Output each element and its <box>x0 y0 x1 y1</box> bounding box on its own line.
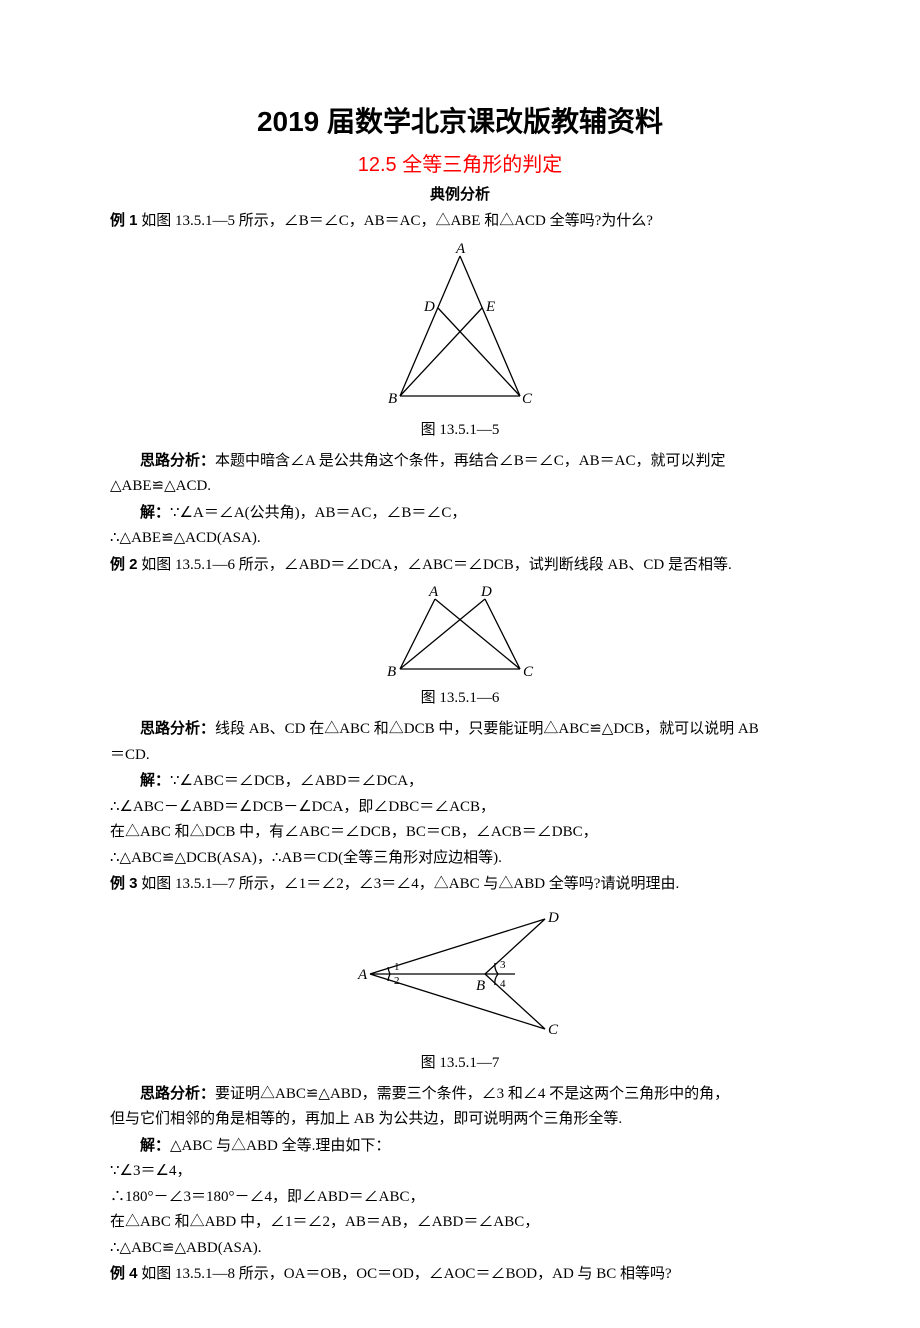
ex3-solve-line0: 解：△ABC 与△ABD 全等.理由如下： <box>110 1133 810 1160</box>
ex3-solve-3: 在△ABC 和△ABD 中，∠1＝∠2，AB＝AB，∠ABD＝∠ABC， <box>110 1210 810 1236</box>
ex2-analysis-cont: ＝CD. <box>110 743 810 769</box>
ex1-label: 例 1 <box>110 212 138 229</box>
ex1-caption: 图 13.5.1—5 <box>110 418 810 442</box>
ex3-analysis-text: 要证明△ABC≌△ABD，需要三个条件，∠3 和∠4 不是这两个三角形中的角， <box>215 1086 729 1102</box>
ex1-solve-line1: 解：∵∠A＝∠A(公共角)，AB＝AC，∠B＝∠C， <box>110 500 810 527</box>
label-C: C <box>522 391 533 407</box>
section-heading: 典例分析 <box>110 183 810 204</box>
ex1-analysis: 思路分析：本题中暗含∠A 是公共角这个条件，再结合∠B＝∠C，AB＝AC，就可以… <box>110 448 810 475</box>
label-B: B <box>388 391 397 407</box>
ex4-label: 例 4 <box>110 1265 138 1282</box>
label-1: 1 <box>394 961 400 973</box>
ex1-analysis-cont: △ABE≌△ACD. <box>110 474 810 500</box>
ex2-solve-4: ∴△ABC≌△DCB(ASA)，∴AB＝CD(全等三角形对应边相等). <box>110 846 810 872</box>
ex2-analysis-text: 线段 AB、CD 在△ABC 和△DCB 中，只要能证明△ABC≌△DCB，就可… <box>215 721 759 737</box>
ex3-prompt: 例 3 如图 13.5.1—7 所示，∠1＝∠2，∠3＝∠4，△ABC 与△AB… <box>110 871 810 898</box>
ex3-prompt-text: 如图 13.5.1—7 所示，∠1＝∠2，∠3＝∠4，△ABC 与△ABD 全等… <box>141 876 679 892</box>
ex2-prompt: 例 2 如图 13.5.1—6 所示，∠ABD＝∠DCA，∠ABC＝∠DCB，试… <box>110 552 810 579</box>
ex1-svg: A B C D E <box>370 241 550 411</box>
label-4: 4 <box>500 978 506 990</box>
ex1-solve-2: ∴△ABE≌△ACD(ASA). <box>110 526 810 552</box>
ex2-solve-3: 在△ABC 和△DCB 中，有∠ABC＝∠DCB，BC＝CB，∠ACB＝∠DBC… <box>110 820 810 846</box>
figure-13-5-1-7: A B D C 1 2 3 4 <box>110 904 810 1049</box>
ex3-analysis-cont: 但与它们相邻的角是相等的，再加上 AB 为公共边，即可说明两个三角形全等. <box>110 1107 810 1133</box>
ex3-solve-0: △ABC 与△ABD 全等.理由如下： <box>170 1138 390 1154</box>
ex3-solve-1: ∵∠3＝∠4， <box>110 1159 810 1185</box>
ex1-solve-label: 解： <box>140 504 170 521</box>
label-B2: B <box>387 664 396 679</box>
label-B3: B <box>476 978 485 994</box>
label-D3: D <box>547 910 559 926</box>
main-title: 2019 届数学北京课改版教辅资料 <box>110 100 810 140</box>
ex1-solve-1: ∵∠A＝∠A(公共角)，AB＝AC，∠B＝∠C， <box>170 505 466 521</box>
label-E: E <box>485 299 495 315</box>
ex2-prompt-text: 如图 13.5.1—6 所示，∠ABD＝∠DCA，∠ABC＝∠DCB，试判断线段… <box>141 557 731 573</box>
ex3-label: 例 3 <box>110 875 138 892</box>
label-C3: C <box>548 1022 559 1038</box>
ex1-prompt: 例 1 如图 13.5.1—5 所示，∠B＝∠C，AB＝AC，△ABE 和△AC… <box>110 208 810 235</box>
figure-13-5-1-6: A D B C <box>110 584 810 684</box>
sub-title: 12.5 全等三角形的判定 <box>110 148 810 177</box>
ex2-caption: 图 13.5.1—6 <box>110 686 810 710</box>
ex4-prompt-text: 如图 13.5.1—8 所示，OA＝OB，OC＝OD，∠AOC＝∠BOD，AD … <box>141 1266 671 1282</box>
ex1-prompt-text: 如图 13.5.1—5 所示，∠B＝∠C，AB＝AC，△ABE 和△ACD 全等… <box>141 213 653 229</box>
ex1-analysis-text: 本题中暗含∠A 是公共角这个条件，再结合∠B＝∠C，AB＝AC，就可以判定 <box>215 453 725 469</box>
label-D2: D <box>480 584 492 600</box>
ex2-analysis: 思路分析：线段 AB、CD 在△ABC 和△DCB 中，只要能证明△ABC≌△D… <box>110 716 810 743</box>
ex2-solve-2: ∴∠ABC－∠ABD＝∠DCB－∠DCA，即∠DBC＝∠ACB， <box>110 795 810 821</box>
ex3-solve-2: ∴180°－∠3＝180°－∠4，即∠ABD＝∠ABC， <box>110 1185 810 1211</box>
ex2-solve-line1: 解：∵∠ABC＝∠DCB，∠ABD＝∠DCA， <box>110 768 810 795</box>
ex3-solve-4: ∴△ABC≌△ABD(ASA). <box>110 1236 810 1262</box>
label-2: 2 <box>394 975 400 987</box>
label-A2: A <box>428 584 439 600</box>
label-C2: C <box>523 664 534 679</box>
ex2-label: 例 2 <box>110 556 138 573</box>
ex3-svg: A B D C 1 2 3 4 <box>350 904 570 1044</box>
ex4-prompt: 例 4 如图 13.5.1—8 所示，OA＝OB，OC＝OD，∠AOC＝∠BOD… <box>110 1261 810 1288</box>
ex1-analysis-label: 思路分析： <box>140 452 215 469</box>
ex3-analysis-label: 思路分析： <box>140 1085 215 1102</box>
ex3-caption: 图 13.5.1—7 <box>110 1051 810 1075</box>
figure-13-5-1-5: A B C D E <box>110 241 810 416</box>
ex2-solve-1: ∵∠ABC＝∠DCB，∠ABD＝∠DCA， <box>170 773 423 789</box>
label-A: A <box>455 241 466 257</box>
label-3: 3 <box>500 959 506 971</box>
ex3-solve-label: 解： <box>140 1137 170 1154</box>
ex2-svg: A D B C <box>375 584 545 679</box>
label-D: D <box>423 299 435 315</box>
page: 2019 届数学北京课改版教辅资料 12.5 全等三角形的判定 典例分析 例 1… <box>0 0 920 1328</box>
ex3-analysis: 思路分析：要证明△ABC≌△ABD，需要三个条件，∠3 和∠4 不是这两个三角形… <box>110 1081 810 1108</box>
ex2-solve-label: 解： <box>140 772 170 789</box>
label-A3: A <box>357 967 368 983</box>
ex2-analysis-label: 思路分析： <box>140 720 215 737</box>
